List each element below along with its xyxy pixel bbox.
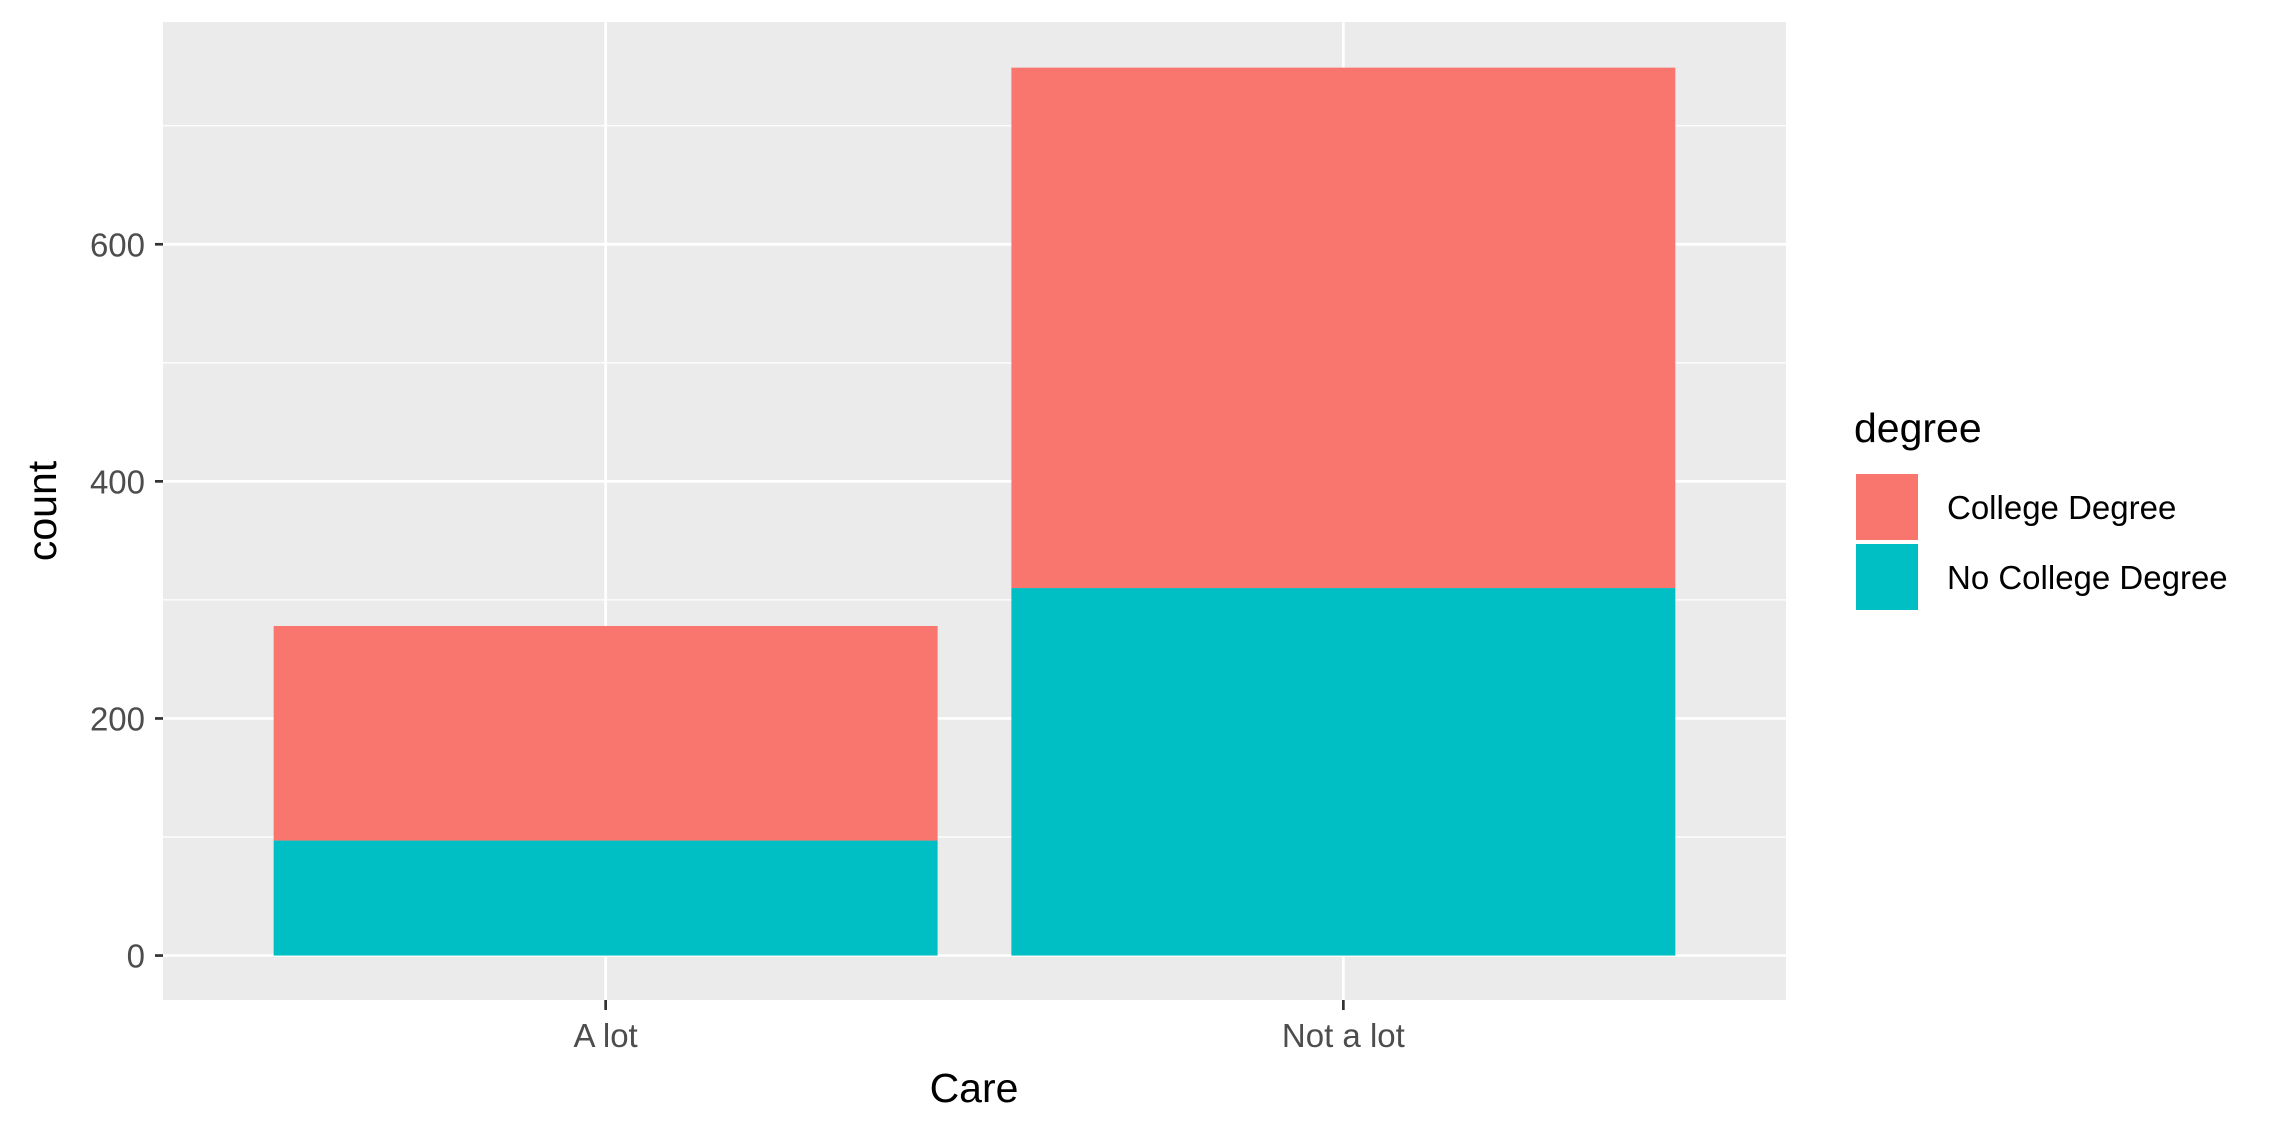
bars — [273, 67, 1676, 956]
legend-key-swatch — [1856, 544, 1918, 610]
bar-college-degree-not-a-lot — [1011, 67, 1676, 589]
x-tick-label: A lot — [574, 1017, 638, 1054]
y-tick-label: 200 — [90, 700, 145, 737]
legend-key-swatch — [1856, 474, 1918, 540]
bar-no-college-degree-not-a-lot — [1011, 588, 1676, 956]
legend-title: degree — [1854, 405, 1982, 451]
y-tick-label: 0 — [127, 938, 145, 975]
x-tick-label: Not a lot — [1282, 1017, 1405, 1054]
x-axis-title: Care — [930, 1065, 1019, 1111]
x-axis: A lot Not a lot — [574, 1000, 1405, 1054]
y-axis: 0 200 400 600 — [90, 226, 163, 975]
legend-label: College Degree — [1947, 489, 2176, 526]
legend-label: No College Degree — [1947, 559, 2228, 596]
bar-no-college-degree-a-lot — [273, 840, 938, 956]
y-tick-label: 400 — [90, 463, 145, 500]
bar-college-degree-a-lot — [273, 625, 938, 841]
y-axis-title: count — [19, 460, 65, 561]
legend: degree College Degree No College Degree — [1854, 405, 2228, 612]
y-tick-label: 600 — [90, 226, 145, 263]
